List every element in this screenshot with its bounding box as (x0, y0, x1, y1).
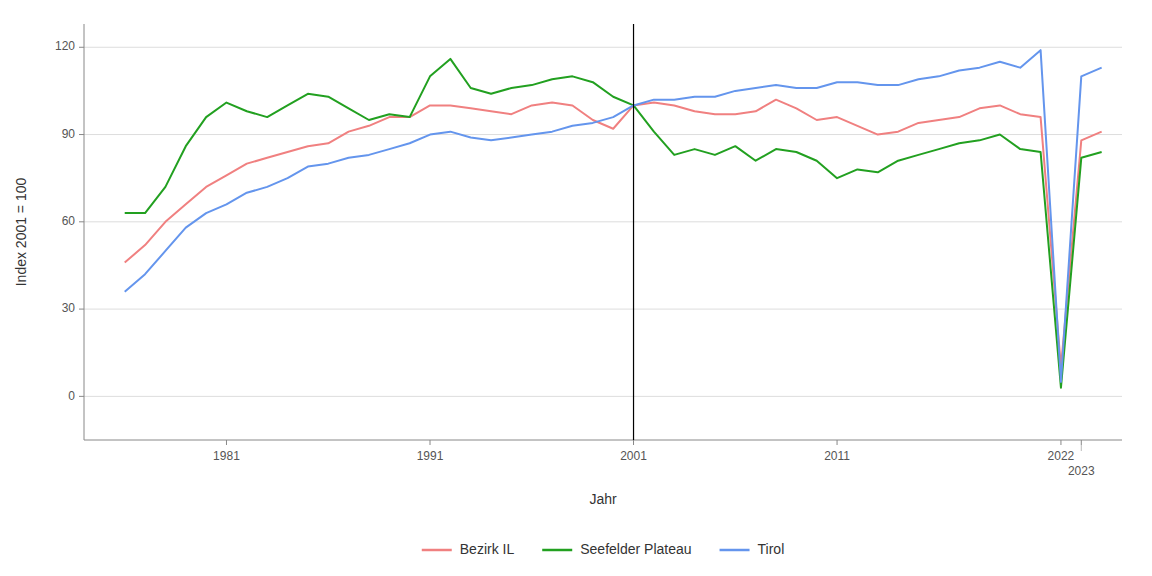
chart: 0 30 60 90 120 1981 1991 2001 2011 20222023 Jahr In… (0, 0, 1152, 576)
x-tick (633, 440, 634, 445)
y-tick (79, 396, 84, 397)
x-tick-label: 1981 (213, 449, 240, 463)
x-tick-label: 2022 (1048, 449, 1075, 463)
x-ticks: 1981 1991 2001 2011 20222023 (213, 440, 1095, 478)
y-tick-label: 90 (62, 127, 76, 141)
x-tick (1081, 440, 1082, 445)
x-tick-label: 2011 (824, 449, 850, 463)
plot-area (125, 24, 1102, 440)
y-tick-label: 30 (62, 301, 76, 315)
y-tick-label: 120 (55, 39, 75, 53)
grid-line (84, 309, 1122, 310)
x-tick (430, 440, 431, 445)
y-axis-label: Index 2001 = 100 (13, 177, 29, 286)
x-tick-label: 2023 (1068, 464, 1095, 478)
grid (84, 47, 1122, 396)
x-axis-label: Jahr (589, 491, 617, 507)
legend-swatch (720, 549, 750, 552)
legend-item: Seefelder Plateau (542, 541, 691, 557)
legend-swatch (422, 549, 452, 552)
grid-line (84, 47, 1122, 48)
legend-label: Tirol (758, 541, 785, 557)
y-ticks: 0 30 60 90 120 (55, 39, 84, 402)
grid-line (84, 134, 1122, 135)
x-tick (837, 440, 838, 445)
y-tick (79, 134, 84, 135)
y-tick (79, 221, 84, 222)
legend-label: Bezirk IL (460, 541, 515, 557)
x-tick (1060, 440, 1061, 445)
reference-line (633, 24, 634, 440)
x-tick (226, 440, 227, 445)
series-line (125, 100, 1102, 368)
grid-line (84, 396, 1122, 397)
y-tick (79, 309, 84, 310)
x-tick-label: 2001 (620, 449, 647, 463)
legend-swatch (542, 549, 572, 552)
legend-item: Tirol (720, 541, 785, 557)
series-line (125, 50, 1102, 382)
legend-label: Seefelder Plateau (580, 541, 691, 557)
series-line (125, 59, 1102, 388)
y-tick (79, 47, 84, 48)
x-axis-line (84, 440, 1122, 441)
legend: Bezirk IL Seefelder Plateau Tirol (422, 541, 784, 557)
legend-item: Bezirk IL (422, 541, 515, 557)
x-tick-leader (1081, 445, 1082, 451)
y-tick-label: 60 (62, 214, 76, 228)
x-tick-label: 1991 (417, 449, 444, 463)
grid-line (84, 221, 1122, 222)
y-tick-label: 0 (68, 389, 75, 403)
y-axis-line (84, 24, 85, 440)
